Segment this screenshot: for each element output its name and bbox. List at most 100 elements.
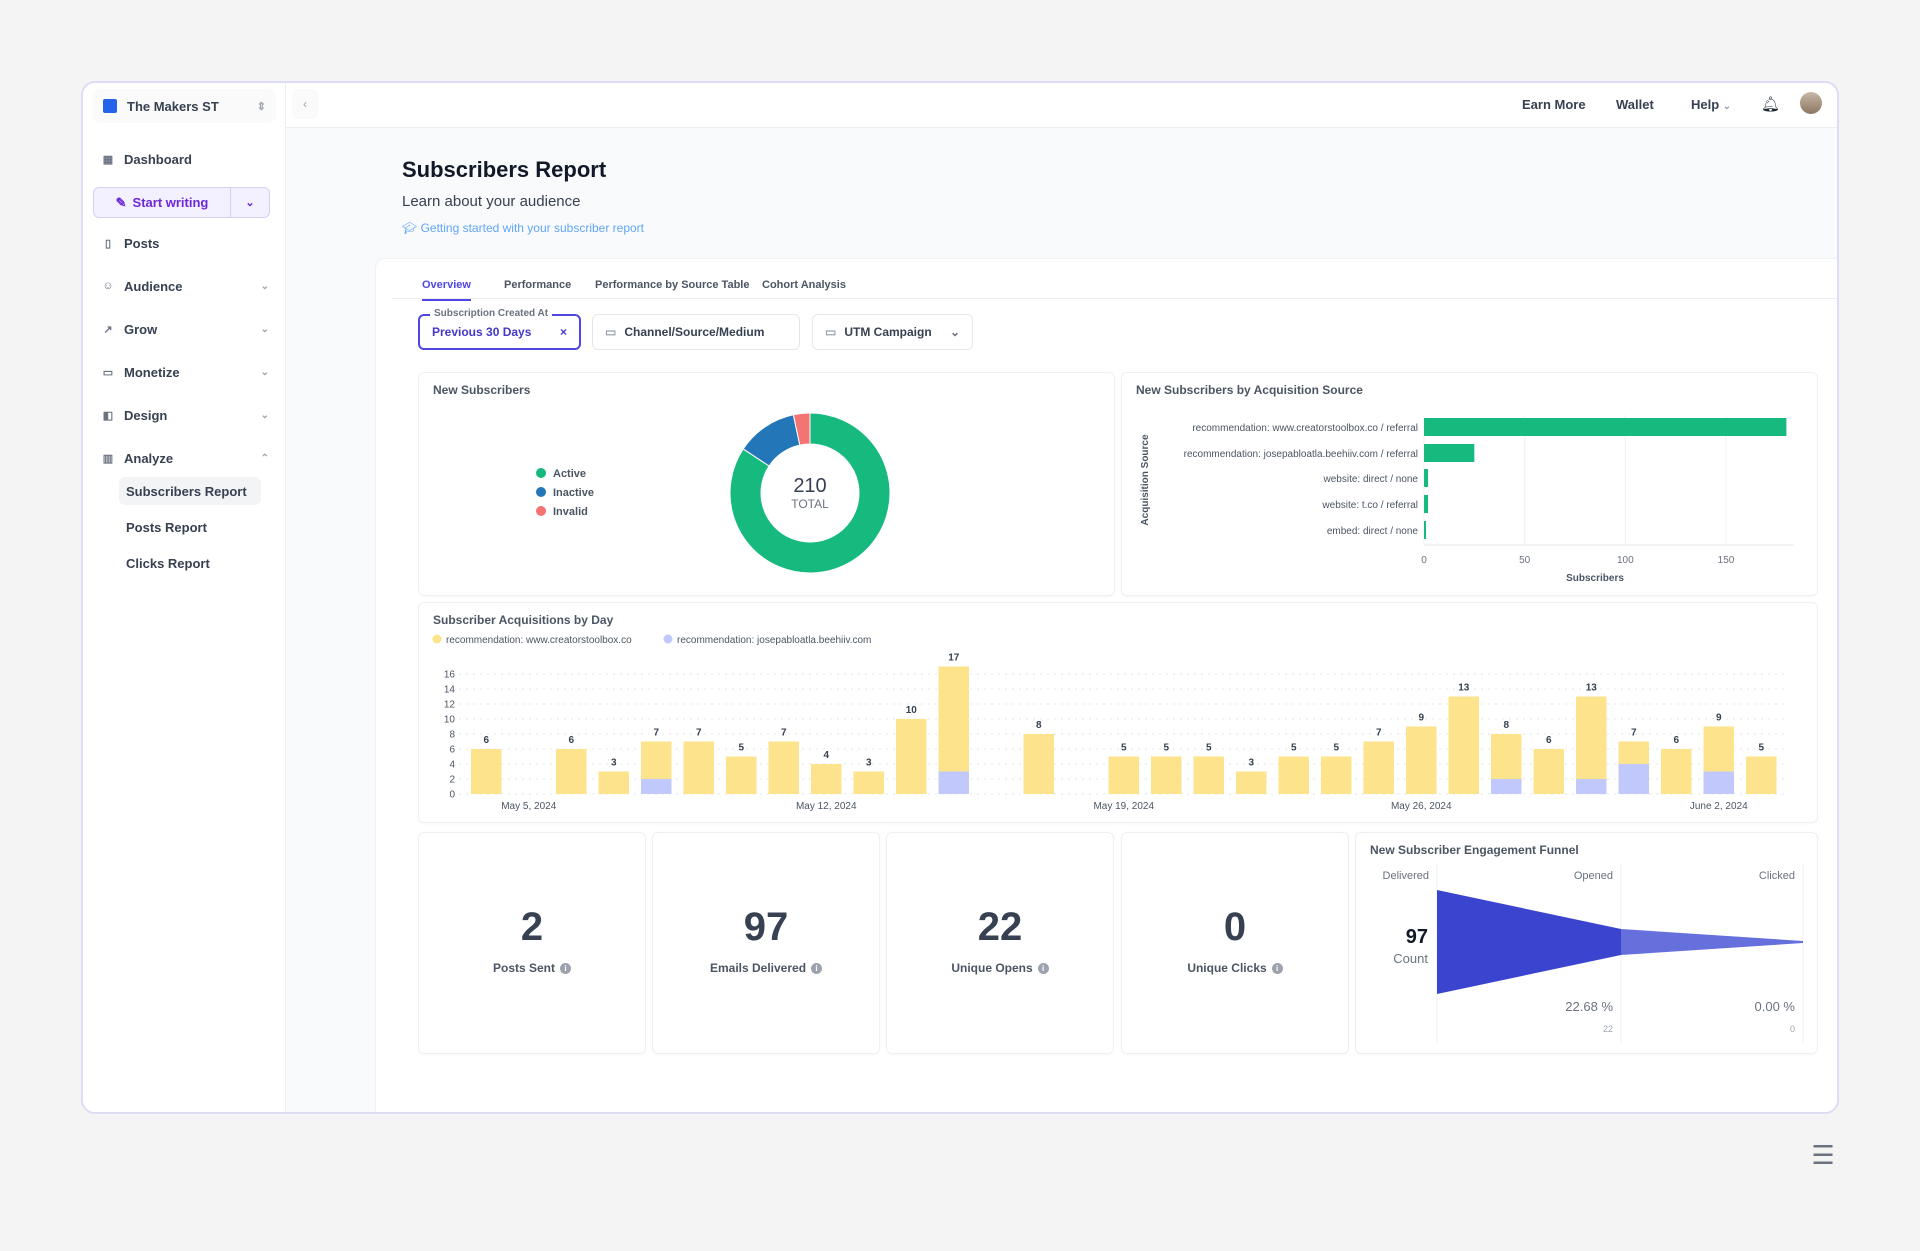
bar-segment-source1 [1703, 726, 1734, 772]
avatar[interactable] [1800, 92, 1822, 114]
donut-center-label: TOTAL [791, 497, 829, 511]
legend-label: recommendation: josepabloatla.beehiiv.co… [677, 635, 871, 646]
sidebar-subitem-posts-report[interactable]: Posts Report [126, 519, 207, 535]
date-filter[interactable]: Subscription Created At Previous 30 Days… [418, 308, 581, 350]
money-icon: ▭ [102, 366, 114, 379]
date-filter-value: Previous 30 Days [432, 325, 532, 339]
x-tick-label: May 12, 2024 [796, 801, 857, 812]
utm-filter[interactable]: ▭ UTM Campaign ⌄ [812, 314, 973, 350]
legend-label: recommendation: www.creatorstoolbox.co [446, 635, 632, 646]
card-title: New Subscribers [433, 383, 531, 397]
channel-filter[interactable]: ▭ Channel/Source/Medium [592, 314, 800, 350]
tab-overview[interactable]: Overview [422, 279, 471, 301]
y-tick-label: 6 [449, 745, 455, 756]
sidebar-item-label: Monetize [124, 364, 180, 380]
engagement-funnel-card: New Subscriber Engagement Funnel Deliver… [1355, 832, 1818, 1054]
chevron-down-icon[interactable]: ⌄ [245, 197, 255, 209]
stage-percent: 0.00 % [1755, 999, 1796, 1014]
start-writing-button[interactable]: ✎ Start writing ⌄ [93, 187, 270, 218]
sidebar-item-analyze[interactable]: ▥ Analyze ⌃ [95, 444, 275, 472]
tab-cohort-analysis[interactable]: Cohort Analysis [762, 279, 846, 291]
chevron-down-icon: ⌄ [260, 409, 269, 421]
bar-total-label: 5 [1291, 743, 1297, 754]
tab-performance-by-source[interactable]: Performance by Source Table [595, 279, 750, 291]
bar-total-label: 3 [611, 758, 617, 769]
info-icon[interactable]: i [811, 963, 823, 975]
collapse-sidebar-button[interactable]: ‹ [292, 89, 318, 119]
funnel-segment [1621, 929, 1803, 955]
publication-switcher[interactable]: The Makers ST ⇕ [93, 89, 276, 123]
sidebar-item-grow[interactable]: ↗ Grow ⌄ [95, 315, 275, 343]
info-icon[interactable]: i [1271, 963, 1283, 975]
stage-label: Clicked [1759, 870, 1795, 882]
sidebar-item-label: Analyze [124, 450, 174, 466]
legend-label: Invalid [553, 506, 588, 518]
bar-segment-source1 [1491, 734, 1522, 779]
sidebar-item-label: Posts [124, 235, 160, 251]
help-link[interactable]: 🎓︎ Getting started with your subscriber … [402, 221, 644, 235]
bar-segment-source2 [1576, 779, 1607, 794]
bar-segment-source1 [1363, 741, 1394, 794]
legend-label: Inactive [553, 487, 594, 499]
bar-total-label: 5 [738, 743, 744, 754]
chevron-down-icon: ⌄ [1722, 101, 1732, 112]
stat-label: Unique Clicks [1187, 961, 1267, 975]
top-bar: ‹ Earn More Wallet Help ⌄ 🔔︎ [286, 83, 1837, 128]
wallet-link[interactable]: Wallet [1616, 97, 1654, 112]
stat-unique-clicks: 0 Unique Clicks i [1121, 832, 1349, 1054]
channel-filter-label: Channel/Source/Medium [624, 325, 765, 339]
category-label: embed: direct / none [1327, 526, 1419, 537]
sidebar-item-label: Design [124, 407, 168, 423]
chevron-down-icon: ⌄ [949, 325, 960, 339]
sidebar-subitem-subscribers-report[interactable]: Subscribers Report [119, 477, 261, 505]
info-icon[interactable]: i [1037, 963, 1049, 975]
card-title: New Subscribers by Acquisition Source [1136, 383, 1363, 397]
chevron-down-icon: ⌄ [260, 280, 269, 292]
sidebar-item-audience[interactable]: ☺ Audience ⌄ [95, 272, 275, 300]
legend-dot [536, 468, 546, 478]
bar-total-label: 10 [906, 705, 918, 716]
funnel-segment [1437, 890, 1621, 994]
x-tick-label: 50 [1519, 555, 1531, 566]
clear-icon[interactable]: × [559, 325, 567, 339]
bar-total-label: 5 [1163, 743, 1169, 754]
stat-posts-sent: 2 Posts Sent i [418, 832, 646, 1054]
sidebar-item-monetize[interactable]: ▭ Monetize ⌄ [95, 358, 275, 386]
x-tick-label: May 5, 2024 [501, 801, 556, 812]
bar [1424, 521, 1427, 539]
start-writing-main[interactable]: ✎ Start writing [94, 188, 231, 217]
chevron-down-icon: ⌄ [260, 323, 269, 335]
bar-total-label: 3 [1248, 758, 1254, 769]
sidebar-item-posts[interactable]: ▯ Posts [95, 229, 275, 257]
bar-segment-source1 [1023, 734, 1054, 794]
stage-percent: 22.68 % [1565, 999, 1613, 1014]
funnel-count-label: Count [1393, 951, 1428, 966]
sidebar-item-dashboard[interactable]: ▦ Dashboard [95, 145, 275, 173]
y-tick-label: 4 [449, 760, 455, 771]
chevron-up-icon: ⌃ [260, 452, 269, 464]
sidebar-item-label: Dashboard [124, 151, 192, 167]
bar-segment-source1 [1278, 756, 1309, 794]
help-menu[interactable]: Help ⌄ [1691, 97, 1731, 112]
bar-segment-source1 [1406, 726, 1437, 794]
acquisitions-by-day-card: Subscriber Acquisitions by Day recommend… [418, 602, 1818, 823]
bar-total-label: 3 [866, 758, 872, 769]
earn-more-link[interactable]: Earn More [1522, 97, 1586, 112]
card-title: New Subscriber Engagement Funnel [1370, 843, 1579, 857]
bar-total-label: 4 [823, 750, 829, 761]
y-tick-label: 2 [449, 775, 455, 786]
info-icon[interactable]: i [560, 963, 571, 975]
sidebar-item-design[interactable]: ◧ Design ⌄ [95, 401, 275, 429]
stat-value: 2 [520, 905, 544, 949]
bell-icon[interactable]: 🔔︎ [1761, 96, 1781, 113]
bar-segment-source1 [896, 719, 927, 794]
tab-performance[interactable]: Performance [504, 279, 572, 291]
x-tick-label: 100 [1617, 555, 1634, 566]
bar-segment-source1 [641, 741, 672, 779]
pencil-icon: ✎ [115, 194, 127, 210]
sidebar-item-label: Grow [124, 321, 158, 337]
bar-segment-source1 [1108, 756, 1139, 794]
bar-segment-source1 [726, 756, 757, 794]
bar-segment-source1 [598, 771, 629, 794]
sidebar-subitem-clicks-report[interactable]: Clicks Report [126, 555, 210, 571]
